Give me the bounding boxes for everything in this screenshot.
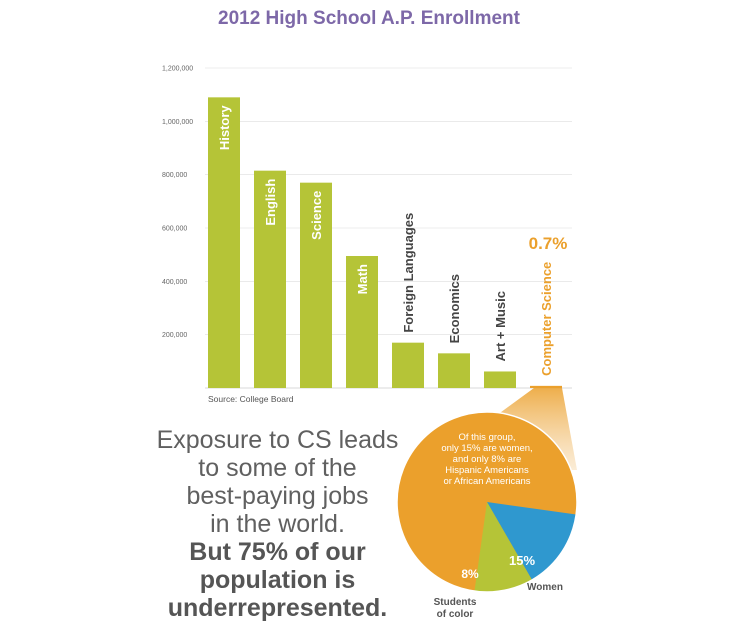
y-tick-label: 800,000 bbox=[162, 172, 187, 179]
callout-line: best-paying jobs bbox=[186, 482, 369, 510]
pie-description-line: Of this group, bbox=[458, 432, 515, 443]
bar-label: Economics bbox=[447, 274, 462, 343]
y-tick-label: 600,000 bbox=[162, 226, 187, 233]
source-text: Source: College Board bbox=[208, 394, 294, 404]
pie-description-line: or African Americans bbox=[443, 476, 530, 487]
pie-description-line: and only 8% are bbox=[453, 454, 522, 465]
y-tick-label: 200,000 bbox=[162, 332, 187, 339]
bar-label: Math bbox=[355, 264, 370, 294]
bar bbox=[208, 97, 240, 388]
bar-label: Art + Music bbox=[493, 291, 508, 361]
pie-name-students: of color bbox=[437, 609, 474, 620]
pie-name-women: Women bbox=[527, 582, 563, 593]
bar-label: History bbox=[217, 105, 232, 151]
bar bbox=[346, 256, 378, 388]
bar bbox=[438, 353, 470, 388]
bar bbox=[254, 170, 286, 388]
y-tick-label: 1,200,000 bbox=[162, 66, 193, 73]
pie-name-students: Students bbox=[434, 597, 477, 608]
pie-slice-students bbox=[474, 502, 532, 592]
pie-description-line: Hispanic Americans bbox=[445, 465, 529, 476]
callout-bold-line: underrepresented. bbox=[167, 594, 388, 622]
chart-title: 2012 High School A.P. Enrollment bbox=[218, 8, 520, 29]
callout-line: in the world. bbox=[210, 510, 345, 538]
bar-label: Science bbox=[309, 191, 324, 240]
pie-label-women: 15% bbox=[509, 553, 535, 568]
callout-text: Exposure to CS leads to some of the best… bbox=[150, 426, 405, 622]
bar-label: Computer Science bbox=[539, 262, 554, 376]
bar bbox=[392, 342, 424, 388]
y-tick-label: 400,000 bbox=[162, 279, 187, 286]
callout-bold-line: But 75% of our bbox=[189, 538, 366, 566]
pie-outline bbox=[396, 411, 578, 593]
bar bbox=[484, 371, 516, 388]
pie-description-line: only 15% are women, bbox=[441, 443, 532, 454]
pie-slice-women bbox=[487, 502, 577, 580]
callout-line: Exposure to CS leads bbox=[156, 426, 399, 454]
y-tick-label: 1,000,000 bbox=[162, 119, 193, 126]
callout-bold-line: population is bbox=[199, 566, 356, 594]
bar-label: Foreign Languages bbox=[401, 213, 416, 333]
bar bbox=[300, 182, 332, 388]
pie-label-students: 8% bbox=[461, 567, 479, 581]
highlight-percent-label: 0.7% bbox=[529, 234, 568, 253]
callout-line: to some of the bbox=[198, 454, 357, 482]
bar bbox=[530, 385, 562, 388]
bar-label: English bbox=[263, 179, 278, 226]
